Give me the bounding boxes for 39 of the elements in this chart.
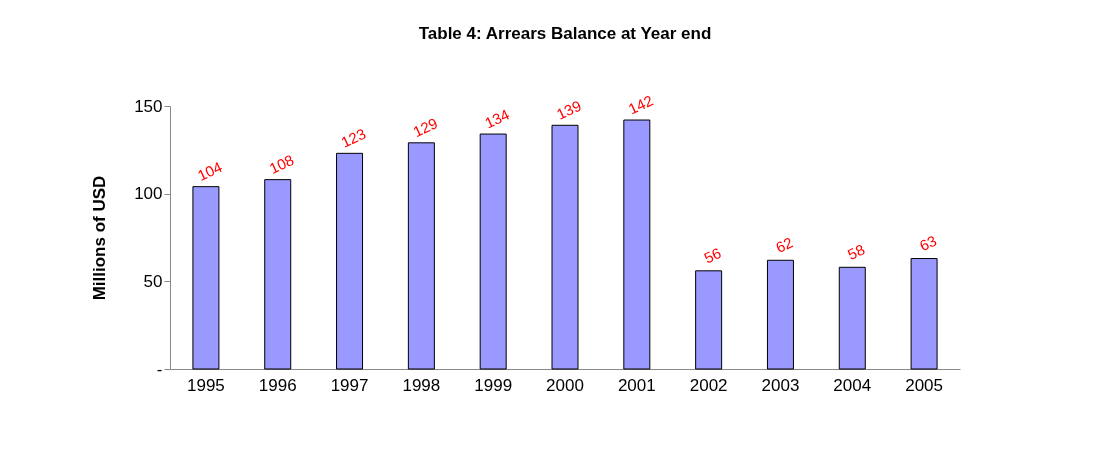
data-label: 134 (482, 105, 512, 132)
data-label: 62 (773, 233, 796, 256)
x-tick-label: 2005 (905, 375, 943, 395)
data-label: 108 (266, 151, 297, 178)
y-tick-label: 100 (134, 184, 163, 204)
x-tick-label: 1999 (474, 375, 513, 395)
y-tick-label: - (156, 359, 163, 379)
bar (695, 270, 723, 370)
bar (479, 133, 507, 370)
x-tick-label: 1998 (402, 375, 441, 395)
data-label: 139 (553, 96, 584, 123)
bar (623, 119, 651, 370)
chart-title: Table 4: Arrears Balance at Year end (418, 24, 712, 44)
data-label: 142 (625, 91, 656, 118)
x-tick-label: 1995 (187, 375, 225, 395)
data-label: 63 (916, 231, 940, 255)
data-label: 56 (701, 244, 724, 267)
y-tick-label: 50 (143, 271, 163, 291)
x-tick-label: 2003 (761, 375, 800, 395)
x-tick-label: 2004 (833, 375, 872, 395)
bar (551, 124, 579, 370)
y-tick-label: 150 (134, 96, 163, 116)
x-tick-label: 2000 (546, 375, 584, 395)
data-label: 58 (844, 240, 868, 263)
data-label: 104 (194, 158, 225, 185)
bar (838, 266, 866, 370)
y-axis-title: Millions of USD (90, 175, 110, 301)
x-tick-label: 2002 (689, 375, 728, 395)
bar (192, 186, 220, 370)
bar (766, 259, 794, 370)
data-label: 129 (410, 114, 441, 141)
x-tick-label: 2001 (617, 375, 656, 395)
x-tick-label: 1996 (258, 375, 297, 395)
x-tick-label: 1997 (330, 375, 369, 395)
data-label: 123 (338, 124, 369, 151)
bar (336, 152, 364, 370)
bar (407, 142, 435, 370)
bar (264, 179, 292, 370)
bar (910, 258, 938, 370)
